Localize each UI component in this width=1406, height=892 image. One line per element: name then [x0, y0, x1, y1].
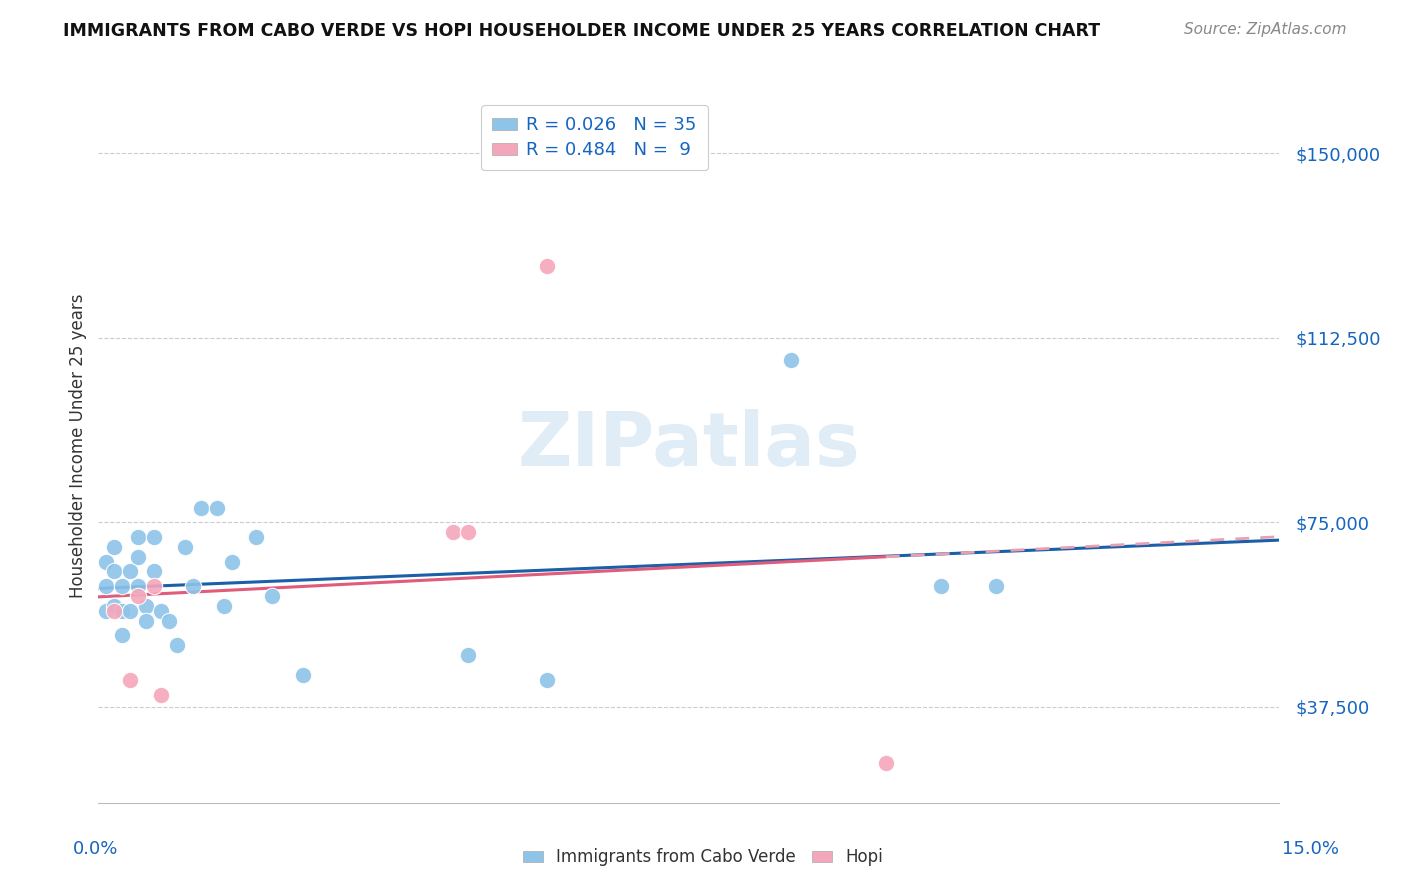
- Point: [174, 540, 197, 554]
- Point: [96, 579, 118, 593]
- Text: Source: ZipAtlas.com: Source: ZipAtlas.com: [1184, 22, 1347, 37]
- Point: [260, 589, 283, 603]
- Point: [221, 555, 243, 569]
- Point: [103, 599, 125, 613]
- Point: [214, 599, 236, 613]
- Point: [135, 614, 157, 628]
- Point: [103, 540, 125, 554]
- Point: [190, 500, 212, 515]
- Point: [457, 525, 479, 540]
- Point: [142, 530, 165, 544]
- Point: [441, 525, 464, 540]
- Point: [142, 565, 165, 579]
- Point: [135, 599, 157, 613]
- Point: [103, 604, 125, 618]
- Point: [181, 579, 204, 593]
- Text: 0.0%: 0.0%: [73, 840, 118, 858]
- Point: [127, 589, 149, 603]
- Point: [929, 579, 952, 593]
- Point: [536, 260, 558, 274]
- Point: [96, 604, 118, 618]
- Point: [118, 565, 141, 579]
- Point: [127, 579, 149, 593]
- Point: [127, 549, 149, 564]
- Point: [150, 688, 173, 702]
- Point: [984, 579, 1007, 593]
- Text: 15.0%: 15.0%: [1282, 840, 1339, 858]
- Point: [111, 604, 134, 618]
- Point: [118, 604, 141, 618]
- Point: [166, 638, 188, 652]
- Point: [103, 565, 125, 579]
- Point: [150, 604, 173, 618]
- Point: [205, 500, 228, 515]
- Point: [292, 668, 315, 682]
- Point: [780, 352, 803, 367]
- Point: [111, 628, 134, 642]
- Legend: R = 0.026   N = 35, R = 0.484   N =  9: R = 0.026 N = 35, R = 0.484 N = 9: [481, 105, 707, 170]
- Point: [536, 673, 558, 687]
- Point: [118, 673, 141, 687]
- Text: IMMIGRANTS FROM CABO VERDE VS HOPI HOUSEHOLDER INCOME UNDER 25 YEARS CORRELATION: IMMIGRANTS FROM CABO VERDE VS HOPI HOUSE…: [63, 22, 1101, 40]
- Point: [96, 555, 118, 569]
- Point: [157, 614, 180, 628]
- Point: [142, 579, 165, 593]
- Point: [245, 530, 267, 544]
- Legend: Immigrants from Cabo Verde, Hopi: Immigrants from Cabo Verde, Hopi: [516, 842, 890, 873]
- Point: [111, 579, 134, 593]
- Point: [127, 530, 149, 544]
- Point: [457, 648, 479, 662]
- Text: ZIPatlas: ZIPatlas: [517, 409, 860, 483]
- Y-axis label: Householder Income Under 25 years: Householder Income Under 25 years: [69, 293, 87, 599]
- Point: [875, 756, 897, 771]
